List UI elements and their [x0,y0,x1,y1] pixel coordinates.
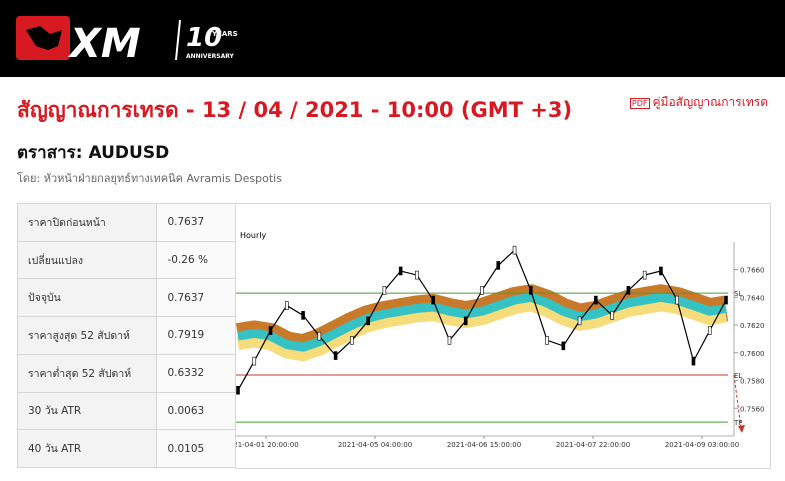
candle [496,261,501,270]
table-row: เปลี่ยนแปลง -0.26 % [16,240,236,280]
stat-value: 0.0063 [156,391,236,431]
candle [626,286,631,295]
stat-value: 0.6332 [156,353,236,393]
stat-label: 30 วัน ATR [16,391,158,431]
y-tick-label: 0.7660 [740,267,765,275]
stat-label: ราคาสูงสุด 52 สัปดาห์ [16,316,158,355]
stat-value: 0.7637 [156,203,236,242]
candle [431,295,435,305]
stat-value: 0.0105 [156,429,236,468]
y-tick-label: 0.7560 [740,405,765,413]
stats-table: ราคาปิดก่อนหน้า 0.7637 เปลี่ยนแปลง -0.26 % ป… [16,203,236,468]
logo-text: XM [67,21,141,67]
badge-number: 10 [186,23,222,53]
logo: XM 10 YEARS ANNIVERSARY [16,16,238,67]
table-row: ราคาปิดก่อนหน้า 0.7637 [16,203,236,242]
stat-label: ราคาต่ำสุด 52 สัปดาห์ [16,353,158,393]
table-row: ราคาต่ำสุด 52 สัปดาห์ 0.6332 [16,353,236,393]
badge-years: YEARS [211,30,238,38]
candle [480,286,484,295]
stat-label: เปลี่ยนแปลง [16,240,158,280]
x-tick-label: 2021-04-06 15:00:00 [447,441,521,449]
stat-value: 0.7637 [156,278,236,318]
table-row: ปัจจุบัน 0.7637 [16,278,236,318]
candle [642,270,647,280]
level-label: EL [734,372,742,380]
level-label: TP [733,419,743,427]
band-core [237,292,727,352]
x-tick-label: 2021-04-05 04:00:00 [338,441,412,449]
stat-label: ปัจจุบัน [16,278,158,318]
candle [350,336,354,345]
candle [252,356,257,366]
y-tick-label: 0.7600 [740,350,765,358]
candle [236,385,240,395]
band-inner [236,297,728,362]
candle [594,295,598,305]
guide-link-text[interactable]: คู่มือสัญญาณการเทรด [652,95,769,109]
y-tick-label: 0.7640 [740,294,765,302]
candle [659,266,663,276]
candle [691,356,696,366]
x-tick-label: 2021-04-07 22:00:00 [556,441,630,449]
candle [268,326,273,335]
candle [333,351,338,360]
level-label: SL [734,290,742,298]
y-tick-label: 0.7620 [740,322,765,330]
y-tick-label: 0.7580 [740,378,765,386]
guide-link[interactable]: PDF คู่มือสัญญาณการเทรด [629,95,769,109]
candle [382,286,387,295]
x-tick-label: 21-04-01 20:00:00 [236,441,299,449]
candle [317,331,322,341]
candle [610,311,614,320]
candle [528,286,533,295]
candle [707,326,712,335]
page-title: สัญญาณการเทรด - 13 / 04 / 2021 - 10:00 (… [17,98,573,122]
candle [398,266,403,276]
chart-frame: Hourly 0.7660 0.7640 0.7620 0.7600 0.7580 0.7… [233,203,771,469]
timeframe: Hourly [240,231,266,240]
stat-label: ราคาปิดก่อนหน้า [16,203,158,242]
candle [577,316,582,326]
candle [284,301,289,310]
candle [463,316,468,326]
header: XM 10 YEARS ANNIVERSARY [0,0,785,77]
candle [675,295,680,305]
candle [447,336,452,345]
badge-anniversary: ANNIVERSARY [186,53,235,60]
stat-label: 40 วัน ATR [16,429,158,468]
instrument: ตราสาร: AUDUSD [17,143,170,163]
author: โดย: หัวหน้าฝ่ายกลยุทธ์ทางเทคนิค Avramis… [17,172,282,185]
stat-value: 0.7919 [156,316,236,355]
table-row: ราคาสูงสุด 52 สัปดาห์ 0.7919 [16,316,236,355]
candle [724,295,728,305]
table-row: 40 วัน ATR 0.0105 [16,429,236,468]
candle [512,245,517,255]
stat-value: -0.26 % [156,240,236,280]
x-tick-label: 2021-04-09 03:00:00 [665,441,739,449]
candle [366,316,370,326]
candle [545,336,549,345]
candle [415,270,419,280]
table-row: 30 วัน ATR 0.0063 [16,391,236,431]
chart: Hourly 0.7660 0.7640 0.7620 0.7600 0.7580 0.7… [233,231,765,449]
candle [561,341,566,351]
candle [301,311,305,320]
